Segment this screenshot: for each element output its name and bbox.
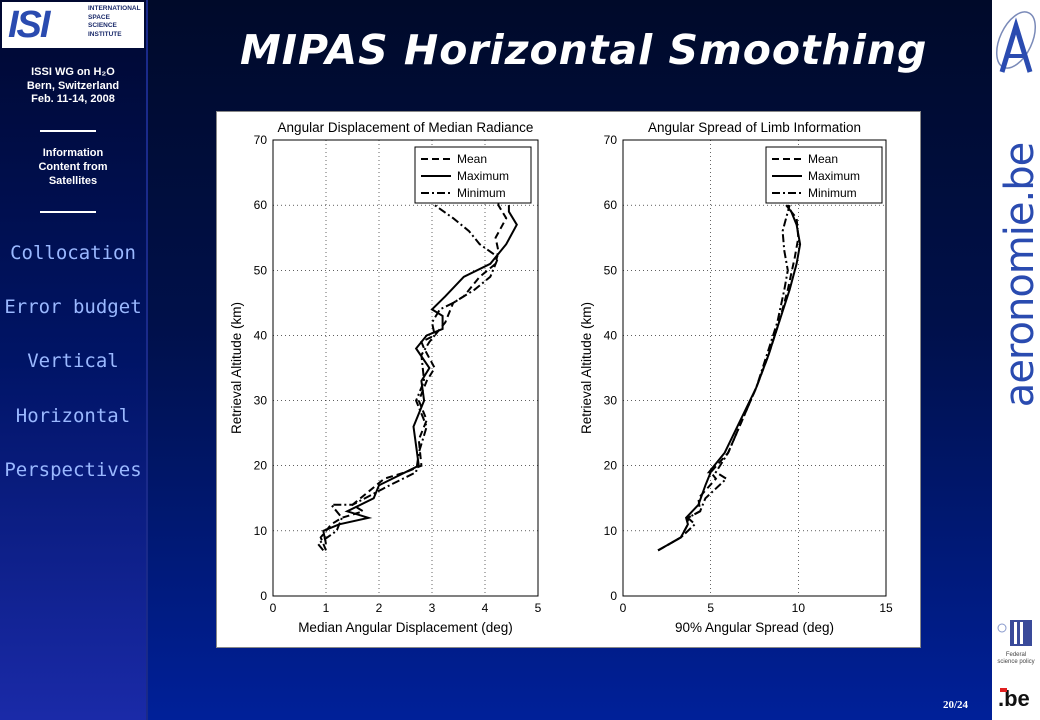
nav-horizontal[interactable]: Horizontal (15, 405, 131, 427)
right-brand-bar: Federal science policy .be (992, 0, 1040, 720)
topic-line-3: Satellites (48, 175, 98, 187)
legend-label: Minimum (457, 186, 506, 200)
y-tick-label: 70 (254, 133, 268, 147)
x-tick-label: 3 (429, 601, 436, 615)
nav-perspectives[interactable]: Perspectives (4, 459, 142, 481)
legend-label: Mean (457, 152, 487, 166)
x-tick-label: 2 (376, 601, 383, 615)
series-line-minimum (657, 204, 791, 552)
logo-org-text: INTERNATIONAL SPACE SCIENCE INSTITUTE (88, 5, 141, 38)
series-line-maximum (657, 204, 802, 552)
federal-science-policy-icon: Federal science policy (997, 620, 1035, 665)
x-axis-label: Median Angular Displacement (deg) (298, 620, 513, 635)
y-tick-label: 20 (604, 459, 618, 473)
chart-title: Angular Spread of Limb Information (648, 120, 861, 135)
svg-text:Federal: Federal (1006, 652, 1026, 658)
x-tick-label: 10 (792, 601, 806, 615)
aeronomie-a-icon (995, 11, 1037, 73)
y-tick-label: 0 (260, 589, 267, 603)
aeronomie-brand-text: aeronomie.be (997, 142, 1040, 408)
y-tick-label: 50 (604, 263, 618, 277)
legend-label: Mean (808, 152, 838, 166)
y-tick-label: 60 (604, 198, 618, 212)
y-tick-label: 10 (604, 524, 618, 538)
sidebar: ISI INTERNATIONAL SPACE SCIENCE INSTITUT… (0, 0, 148, 720)
x-axis-label: 90% Angular Spread (deg) (675, 620, 834, 635)
x-tick-label: 5 (707, 601, 714, 615)
x-tick-label: 5 (535, 601, 542, 615)
topic-line-1: Information (42, 147, 104, 159)
y-tick-label: 40 (604, 328, 618, 342)
series-line-minimum (316, 204, 500, 552)
plot-frame (272, 139, 539, 597)
legend-label: Maximum (457, 169, 509, 183)
issi-logo: ISI INTERNATIONAL SPACE SCIENCE INSTITUT… (2, 2, 144, 48)
page-number: 20/24 (943, 699, 969, 711)
plot-frame (622, 139, 887, 597)
y-tick-label: 20 (254, 459, 268, 473)
x-tick-label: 4 (482, 601, 489, 615)
slide-title: MIPAS Horizontal Smoothing (240, 26, 928, 74)
be-logo-icon: .be (998, 686, 1030, 711)
nav-error-budget[interactable]: Error budget (4, 296, 142, 318)
chart-title: Angular Displacement of Median Radiance (278, 120, 534, 135)
topic-line-2: Content from (38, 161, 108, 173)
figure-panel: 0 1 2 3 4 5 0 10 20 30 40 50 60 70 Angular Displacemen… (216, 111, 921, 648)
meeting-line-1: ISSI WG on H₂O (31, 66, 115, 78)
y-tick-label: 50 (254, 263, 268, 277)
divider (40, 211, 96, 213)
logo-text: ISI (8, 4, 50, 46)
y-tick-label: 0 (610, 589, 617, 603)
y-tick-label: 30 (254, 394, 268, 408)
y-tick-label: 60 (254, 198, 268, 212)
nav-collocation[interactable]: Collocation (10, 242, 136, 264)
nav-vertical[interactable]: Vertical (27, 350, 119, 372)
y-tick-label: 70 (604, 133, 618, 147)
x-tick-label: 1 (323, 601, 330, 615)
x-tick-label: 0 (270, 601, 277, 615)
svg-text:science policy: science policy (997, 659, 1034, 665)
y-tick-label: 10 (254, 524, 268, 538)
y-tick-label: 30 (604, 394, 618, 408)
divider (40, 130, 96, 132)
y-axis-label: Retrieval Altitude (km) (579, 302, 594, 434)
legend-label: Maximum (808, 169, 860, 183)
x-tick-label: 15 (879, 601, 893, 615)
legend-label: Minimum (808, 186, 857, 200)
meeting-line-3: Feb. 11-14, 2008 (31, 93, 115, 105)
meeting-line-2: Bern, Switzerland (26, 80, 120, 92)
y-axis-label: Retrieval Altitude (km) (229, 302, 244, 434)
x-tick-label: 0 (620, 601, 627, 615)
series-line-maximum (322, 205, 518, 545)
y-tick-label: 40 (254, 328, 268, 342)
